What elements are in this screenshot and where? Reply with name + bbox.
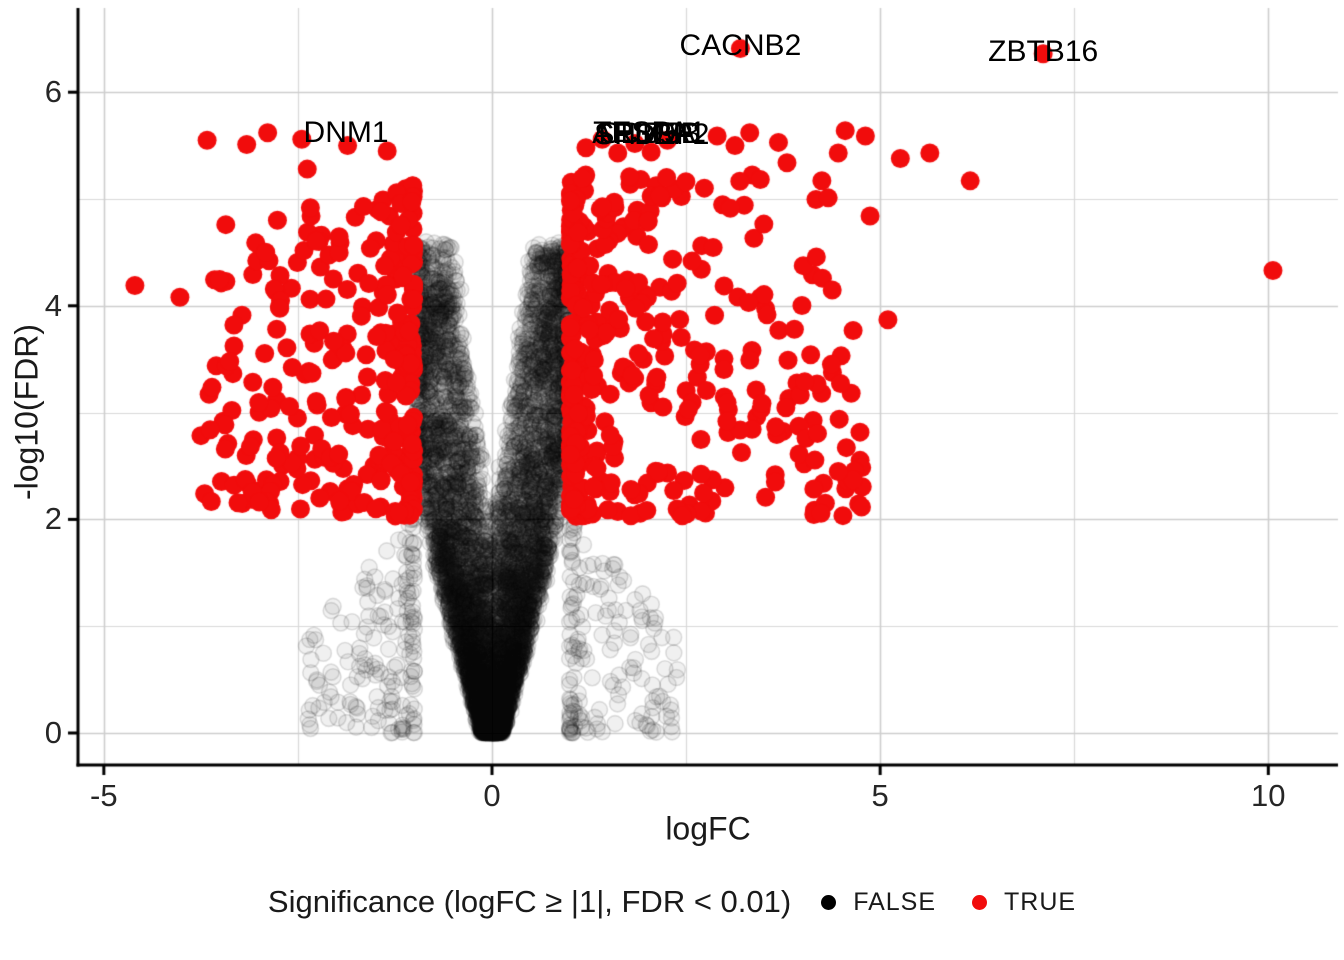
- legend-title: Significance (logFC ≥ |1|, FDR < 0.01): [267, 884, 792, 919]
- legend-item-false: FALSE: [821, 888, 936, 917]
- legend-item-label: TRUE: [1004, 887, 1077, 916]
- legend-items: FALSE TRUE: [821, 888, 1076, 917]
- legend-item-label: FALSE: [853, 887, 937, 916]
- legend-key-dot-false: [821, 894, 837, 910]
- legend-item-true: TRUE: [972, 888, 1076, 917]
- legend: Significance (logFC ≥ |1|, FDR < 0.01) F…: [0, 884, 1344, 920]
- legend-key-dot-true: [972, 894, 988, 910]
